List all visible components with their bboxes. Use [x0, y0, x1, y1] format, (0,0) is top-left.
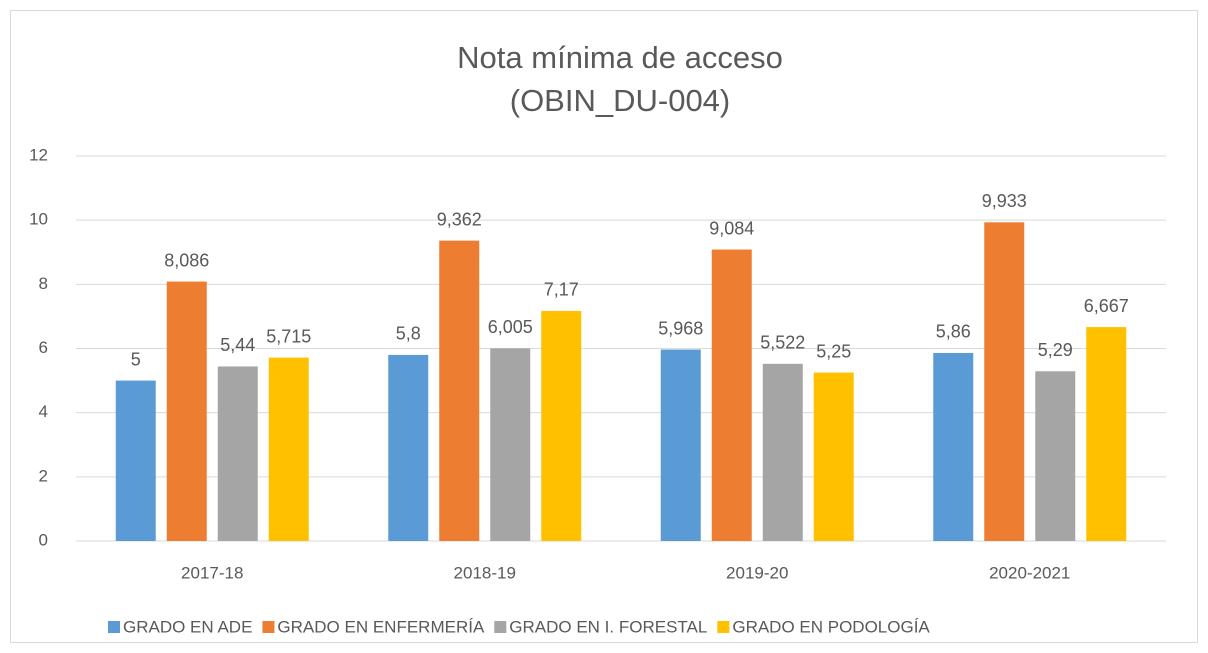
bar: [711, 249, 752, 541]
bar: [660, 349, 701, 541]
data-label: 5,86: [936, 322, 971, 342]
y-tick-label: 6: [39, 338, 48, 357]
y-tick-label: 8: [39, 274, 48, 293]
data-label: 5,25: [816, 341, 851, 361]
legend-label: GRADO EN I. FORESTAL: [509, 617, 707, 636]
bar: [1035, 371, 1076, 541]
bar: [984, 222, 1025, 541]
data-label: 6,005: [488, 317, 533, 337]
legend-swatch: [262, 621, 275, 633]
bar: [166, 281, 207, 541]
legend-swatch: [494, 621, 507, 633]
y-tick-label: 2: [39, 466, 48, 485]
data-label: 9,933: [982, 191, 1027, 211]
data-label: 5,44: [220, 335, 255, 355]
data-label: 7,17: [544, 280, 579, 300]
bar: [115, 380, 156, 541]
data-label: 5,29: [1038, 340, 1073, 360]
bar: [933, 352, 974, 541]
bar: [388, 354, 429, 541]
bar: [813, 372, 854, 541]
legend-swatch: [717, 621, 730, 633]
data-label: 5: [131, 349, 141, 369]
legend-label: GRADO EN ADE: [123, 617, 252, 636]
bar: [1086, 327, 1127, 541]
bar: [541, 310, 582, 541]
bar: [439, 240, 480, 541]
x-tick-label: 2017-18: [181, 563, 243, 582]
data-label: 8,086: [164, 250, 209, 270]
data-label: 5,968: [658, 318, 703, 338]
y-tick-label: 12: [29, 145, 48, 164]
data-label: 9,084: [709, 218, 754, 238]
legend-label: GRADO EN PODOLOGÍA: [732, 617, 930, 636]
legend-label: GRADO EN ENFERMERÍA: [277, 617, 485, 636]
data-label: 5,715: [266, 326, 311, 346]
bar: [490, 348, 531, 541]
y-tick-label: 4: [39, 402, 48, 421]
bar: [762, 363, 803, 541]
chart-title: Nota mínima de acceso: [457, 40, 783, 75]
data-label: 5,8: [396, 324, 421, 344]
chart-subtitle: (OBIN_DU-004): [510, 83, 731, 118]
data-label: 5,522: [760, 333, 805, 353]
x-tick-label: 2020-2021: [989, 563, 1070, 582]
data-label: 6,667: [1084, 296, 1129, 316]
legend-swatch: [108, 621, 120, 633]
x-tick-label: 2018-19: [454, 563, 516, 582]
bar: [268, 357, 309, 541]
x-tick-label: 2019-20: [726, 563, 788, 582]
data-label: 9,362: [437, 209, 482, 229]
y-tick-label: 0: [39, 530, 48, 549]
bar: [217, 366, 258, 541]
y-tick-label: 10: [29, 210, 48, 229]
